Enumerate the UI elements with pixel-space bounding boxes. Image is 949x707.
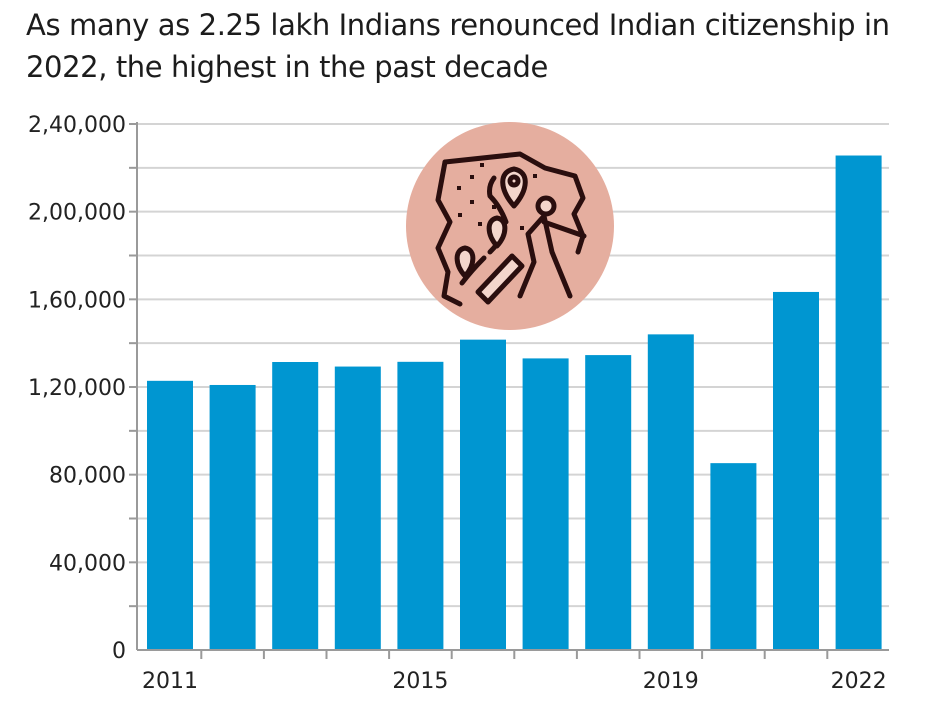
bar-2016 xyxy=(460,339,506,650)
x-tick-label-2015: 2015 xyxy=(392,669,448,694)
axes: 0 40,000 80,000 1,20,000 1,60,000 2,00,000 2,4… xyxy=(28,113,889,694)
traveller-body xyxy=(517,213,587,299)
bar-2020 xyxy=(710,463,757,650)
x-tick-label-2019: 2019 xyxy=(643,669,699,694)
migration-map-traveller-icon xyxy=(406,122,614,330)
map-outline-top xyxy=(442,151,586,255)
bar-2011 xyxy=(147,380,193,650)
bar-2021 xyxy=(773,291,819,650)
y-tick-label: 2,40,000 xyxy=(28,113,126,138)
suitcase-icon xyxy=(475,253,525,305)
bar-2018 xyxy=(585,355,632,650)
bar-2012 xyxy=(209,384,256,650)
x-tick-label-2011: 2011 xyxy=(142,669,198,694)
pin-bottom-icon xyxy=(454,245,476,279)
y-tick-label: 0 xyxy=(112,639,126,664)
traveller-head xyxy=(535,195,557,217)
pin-middle-icon xyxy=(486,215,508,249)
bar-2015 xyxy=(397,361,444,650)
icon-artwork xyxy=(435,151,587,307)
map-outline-left xyxy=(435,159,463,307)
pin-top-dot xyxy=(507,174,521,188)
bars xyxy=(147,155,882,650)
y-tick-label: 40,000 xyxy=(49,551,126,576)
bar-2022 xyxy=(835,155,882,650)
y-tick-label: 80,000 xyxy=(49,464,126,489)
x-tick-label-2022: 2022 xyxy=(831,669,887,694)
bar-2017 xyxy=(522,358,569,650)
chart-title: As many as 2.25 lakh Indians renounced I… xyxy=(26,8,890,84)
map-dots xyxy=(457,163,537,230)
bar-2014 xyxy=(334,366,381,650)
y-tick-label: 1,60,000 xyxy=(28,288,126,313)
y-tick-label: 2,00,000 xyxy=(28,201,126,226)
bar-2019 xyxy=(647,334,694,650)
bar-2013 xyxy=(272,362,319,650)
y-tick-label: 1,20,000 xyxy=(28,376,126,401)
